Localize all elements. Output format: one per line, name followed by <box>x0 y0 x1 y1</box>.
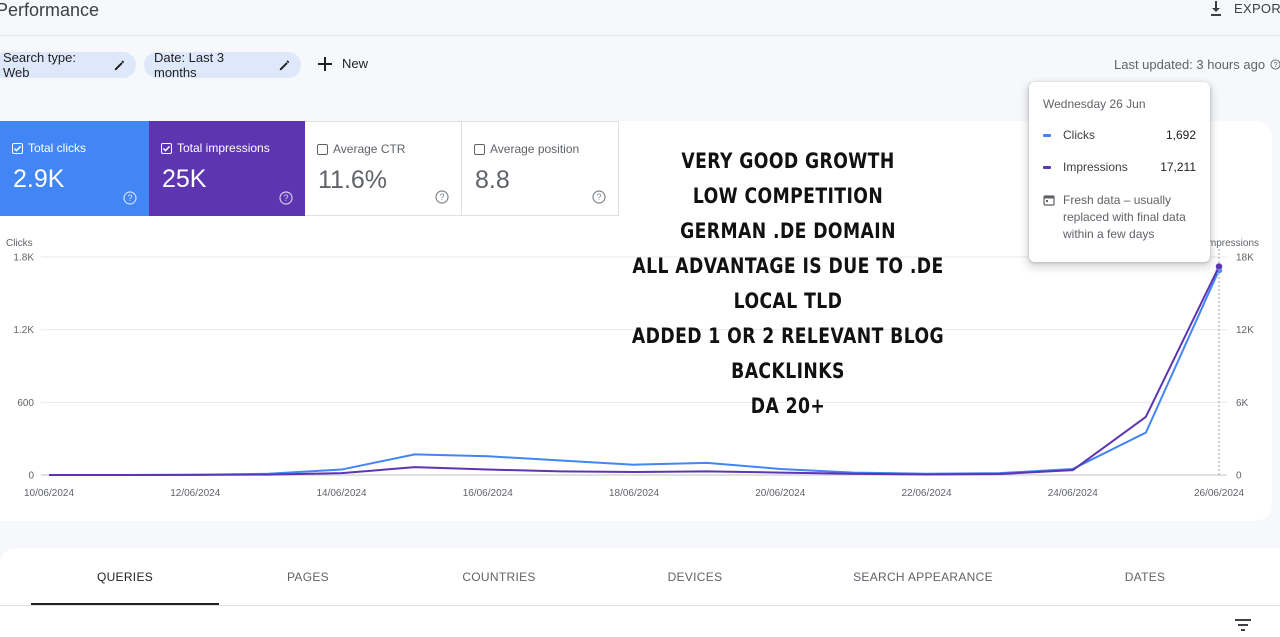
metric-average-position[interactable]: Average position 8.8 ? <box>462 121 619 216</box>
metric-value: 25K <box>162 165 207 193</box>
svg-text:?: ? <box>127 193 132 203</box>
search-type-label: Search type: Web <box>3 50 76 80</box>
y-axis-label-right: Impressions <box>1205 238 1259 249</box>
y-axis-label-left: Clicks <box>6 238 33 249</box>
performance-chart[interactable]: 0 0 600 6K 1.2K 12K 1.8K 18K Clicks Impressions 10… <box>0 230 1272 505</box>
help-icon[interactable]: ? <box>123 191 137 205</box>
new-filter-button[interactable]: New <box>318 56 368 71</box>
svg-text:?: ? <box>439 192 444 202</box>
tab-queries[interactable]: QUERIES <box>96 570 154 584</box>
svg-text:?: ? <box>283 193 288 203</box>
new-label: New <box>342 56 369 71</box>
svg-text:?: ? <box>1274 60 1278 69</box>
series-swatch <box>1043 133 1051 137</box>
svg-text:?: ? <box>596 192 601 202</box>
tooltip-row-clicks: Clicks 1,692 <box>1043 128 1196 142</box>
metric-value: 2.9K <box>13 165 65 193</box>
tooltip-note-text: Fresh data – usually replaced with final… <box>1063 193 1186 241</box>
page-header: Performance EXPORT <box>0 0 1280 36</box>
filter-icon[interactable] <box>1234 618 1252 632</box>
search-type-chip[interactable]: Search type: Web <box>0 50 136 80</box>
series-line-impressions <box>49 266 1220 476</box>
export-button[interactable]: EXPORT <box>1208 0 1280 16</box>
metric-total-clicks[interactable]: Total clicks 2.9K ? <box>0 121 149 216</box>
tab-dates[interactable]: DATES <box>1124 570 1166 584</box>
annotation-line: All advantage is due to .de local TLD <box>632 254 944 313</box>
y-tick-label-left: 1.2K <box>13 325 34 336</box>
help-icon[interactable]: ? <box>279 191 293 205</box>
help-icon[interactable]: ? <box>592 190 606 204</box>
metric-label: Average CTR <box>333 142 406 156</box>
series-point-impressions <box>1215 262 1223 271</box>
x-tick-label: 18/06/2024 <box>609 488 659 499</box>
x-tick-label: 26/06/2024 <box>1194 488 1244 499</box>
checkbox-icon[interactable] <box>474 143 485 155</box>
y-tick-label-left: 0 <box>28 471 34 482</box>
x-tick-label: 20/06/2024 <box>755 488 805 499</box>
calendar-icon <box>1043 195 1055 206</box>
edit-icon <box>279 59 290 70</box>
tab-pages[interactable]: PAGES <box>287 570 329 584</box>
y-tick-label-right: 18K <box>1236 253 1254 264</box>
x-tick-label: 14/06/2024 <box>316 488 366 499</box>
edit-icon <box>114 60 125 70</box>
tab-search-appearance[interactable]: SEARCH APPEARANCE <box>853 570 993 584</box>
series-swatch <box>1043 165 1051 169</box>
chart-tooltip: Wednesday 26 Jun Clicks 1,692 Impression… <box>1029 82 1210 262</box>
x-tick-label: 22/06/2024 <box>901 488 951 499</box>
annotation-line: Low competition <box>692 184 884 208</box>
y-tick-label-right: 6K <box>1236 398 1249 409</box>
annotation-line: German .de domain <box>680 219 896 243</box>
x-tick-label: 10/06/2024 <box>24 488 74 499</box>
tooltip-date: Wednesday 26 Jun <box>1043 97 1146 111</box>
y-tick-label-right: 12K <box>1236 325 1254 336</box>
y-tick-label-left: 1.8K <box>13 253 34 264</box>
annotation-line: DA 20+ <box>750 394 826 418</box>
metric-total-impressions[interactable]: Total impressions 25K ? <box>149 121 305 216</box>
checkbox-icon[interactable] <box>12 142 23 154</box>
tooltip-series-name: Clicks <box>1063 128 1095 142</box>
tooltip-series-value: 17,211 <box>1160 160 1196 174</box>
active-tab-indicator <box>31 603 219 605</box>
metric-value: 8.8 <box>475 166 510 194</box>
last-updated: Last updated: 3 hours ago ? <box>1114 57 1280 72</box>
help-icon[interactable]: ? <box>1270 59 1280 70</box>
tooltip-series-name: Impressions <box>1063 160 1128 174</box>
annotation-text: Very good growth Low competition German .d… <box>601 144 975 424</box>
metric-label: Average position <box>490 142 580 156</box>
y-tick-label-right: 0 <box>1236 471 1242 482</box>
checkbox-icon[interactable] <box>317 143 328 155</box>
annotation-line: Very good growth <box>681 149 895 173</box>
tooltip-series-value: 1,692 <box>1165 128 1196 142</box>
export-label: EXPORT <box>1234 0 1280 16</box>
y-tick-label-left: 600 <box>17 398 34 409</box>
help-icon[interactable]: ? <box>435 190 449 204</box>
metric-average-ctr[interactable]: Average CTR 11.6% ? <box>305 121 462 216</box>
tabs-divider <box>0 605 1280 606</box>
checkbox-icon[interactable] <box>161 142 172 154</box>
last-updated-text: Last updated: 3 hours ago <box>1114 57 1266 72</box>
tab-devices[interactable]: DEVICES <box>667 570 723 584</box>
x-tick-label: 12/06/2024 <box>170 488 220 499</box>
report-tabs: QUERIES PAGES COUNTRIES DEVICES SEARCH A… <box>0 548 1280 637</box>
date-label: Date: Last 3 months <box>154 50 225 80</box>
annotation-line: Added 1 or 2 relevant blog backlinks <box>631 324 945 383</box>
plus-icon <box>318 56 332 71</box>
page-title: Performance <box>0 0 100 20</box>
x-tick-label: 16/06/2024 <box>463 488 513 499</box>
tooltip-note: Fresh data – usually replaced with final… <box>1043 192 1196 243</box>
metric-label: Total impressions <box>177 141 270 155</box>
metric-label: Total clicks <box>28 141 87 155</box>
x-tick-label: 24/06/2024 <box>1048 488 1098 499</box>
tooltip-row-impressions: Impressions 17,211 <box>1043 160 1196 174</box>
metric-value: 11.6% <box>318 166 388 194</box>
tab-countries[interactable]: COUNTRIES <box>462 570 536 584</box>
date-chip[interactable]: Date: Last 3 months <box>144 50 301 80</box>
download-icon <box>1211 1 1221 16</box>
